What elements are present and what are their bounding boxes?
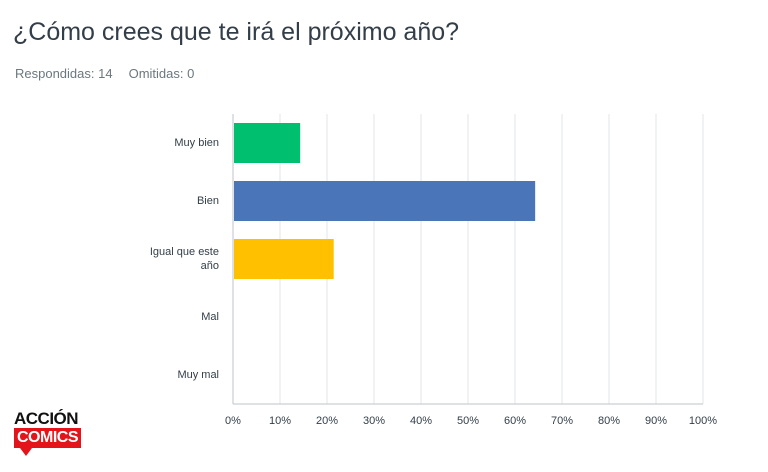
- x-tick-label: 60%: [504, 415, 526, 427]
- category-label-line: Muy bien: [174, 137, 219, 149]
- category-label: Muy bien: [19, 136, 219, 150]
- x-tick-label: 0%: [225, 415, 241, 427]
- category-label-line: Bien: [196, 195, 219, 207]
- x-tick-label: 90%: [645, 415, 667, 427]
- category-label: Bien: [19, 194, 219, 208]
- x-tick-label: 70%: [551, 415, 573, 427]
- x-tick-label: 80%: [598, 415, 620, 427]
- category-label: Mal: [19, 310, 219, 324]
- page-title: ¿Cómo crees que te irá el próximo año?: [13, 18, 460, 46]
- category-label-line: año: [200, 260, 219, 272]
- answered-count: Respondidas: 14: [15, 66, 113, 81]
- bar: [234, 239, 334, 279]
- category-label: Muy mal: [19, 368, 219, 382]
- logo-speech-tail: [20, 448, 32, 456]
- x-tick-label: 30%: [363, 415, 385, 427]
- x-tick-label: 10%: [269, 415, 291, 427]
- logo-line1: ACCIÓN: [14, 409, 79, 428]
- bar: [234, 123, 301, 163]
- x-tick-label: 100%: [689, 415, 717, 427]
- skipped-count: Omitidas: 0: [128, 66, 195, 81]
- category-label-line: Mal: [201, 311, 219, 323]
- logo-line2: COMICS: [14, 428, 81, 448]
- category-label-line: Igual que este: [149, 246, 219, 258]
- category-label-line: Muy mal: [177, 369, 219, 381]
- x-tick-label: 40%: [410, 415, 432, 427]
- x-tick-label: 50%: [457, 415, 479, 427]
- x-tick-label: 20%: [316, 415, 338, 427]
- bar: [234, 181, 536, 221]
- accion-comics-logo: ACCIÓN COMICS: [14, 410, 94, 460]
- category-label: Igual que este año: [19, 245, 219, 273]
- response-stats: Respondidas: 14 Omitidas: 0: [15, 66, 194, 81]
